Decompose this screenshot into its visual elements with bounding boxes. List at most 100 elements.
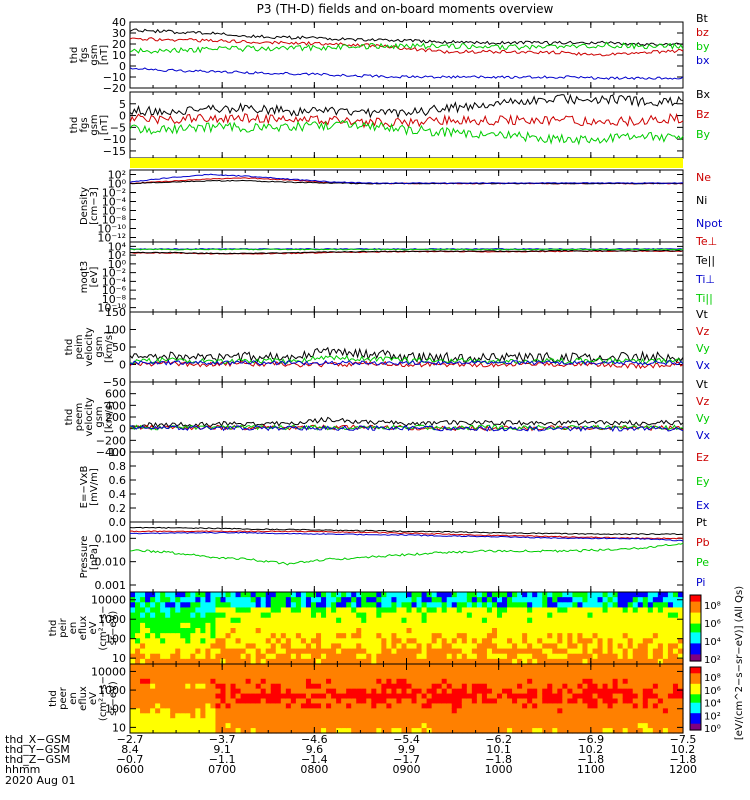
spectrogram-cell: [532, 638, 538, 645]
spectrogram-cell: [512, 683, 518, 690]
spectrogram-cell: [517, 678, 523, 685]
spectrogram-cell: [667, 678, 674, 685]
spectrogram-cell: [326, 592, 332, 598]
spectrogram-cell: [376, 723, 382, 729]
spectrogram-cell: [496, 658, 503, 665]
spectrogram-cell: [647, 688, 654, 695]
spectrogram-cell: [205, 658, 212, 665]
spectrogram-cell: [496, 607, 503, 614]
spectrogram-cell: [426, 612, 433, 619]
spectrogram-cell: [371, 664, 377, 670]
spectrogram-cell: [602, 658, 609, 665]
spectrogram-cell: [175, 673, 181, 680]
spectrogram-cell: [647, 708, 654, 714]
spectrogram-cell: [275, 678, 282, 685]
spectrogram-cell: [326, 617, 332, 624]
spectrogram-cell: [210, 664, 217, 670]
spectrogram-cell: [632, 597, 639, 603]
spectrogram-cell: [426, 617, 433, 624]
spectrogram-cell: [672, 723, 679, 729]
spectrogram-cell: [421, 643, 428, 650]
spectrogram-cell: [562, 693, 568, 700]
spectrogram-cell: [270, 628, 277, 634]
spectrogram-cell: [607, 664, 614, 670]
spectrogram-cell: [275, 638, 282, 645]
spectrogram-cell: [622, 698, 629, 705]
spectrogram-cell: [361, 602, 367, 609]
spectrogram-cell: [240, 617, 247, 624]
spectrogram-cell: [466, 703, 473, 709]
spectrogram-cell: [627, 597, 634, 603]
y-axis-label-line: peir: [58, 617, 69, 637]
spectrogram-cell: [376, 648, 382, 655]
spectrogram-cell: [607, 592, 614, 598]
colorbar-segment: [690, 608, 701, 611]
spectrogram-cell: [622, 718, 629, 724]
spectrogram-cell: [486, 718, 493, 724]
spectrogram-cell: [376, 622, 382, 629]
spectrogram-cell: [537, 683, 543, 690]
spectrogram-cell: [677, 658, 684, 665]
spectrogram-cell: [145, 683, 151, 690]
spectrogram-cell: [356, 607, 362, 614]
spectrogram-cell: [135, 643, 141, 650]
spectrogram-cell: [547, 723, 553, 729]
spectrogram-cell: [341, 693, 347, 700]
spectrogram-cell: [406, 592, 413, 598]
spectrogram-cell: [577, 713, 584, 719]
x-row-value: 8.4: [121, 743, 139, 756]
spectrogram-cell: [300, 683, 307, 690]
spectrogram-cell: [341, 708, 347, 714]
spectrogram-cell: [592, 668, 599, 675]
spectrogram-cell: [612, 708, 619, 714]
spectrogram-cell: [165, 633, 171, 639]
spectrogram-cell: [677, 728, 684, 734]
spectrogram-cell: [341, 703, 347, 709]
spectrogram-cell: [632, 728, 639, 734]
spectrogram-cell: [155, 643, 161, 650]
spectrogram-cell: [486, 664, 493, 670]
spectrogram-cell: [210, 668, 217, 675]
spectrogram-cell: [285, 683, 292, 690]
spectrogram-cell: [225, 643, 232, 650]
spectrogram-cell: [220, 664, 227, 670]
spectrogram-cell: [587, 693, 594, 700]
spectrogram-cell: [662, 664, 669, 670]
y-tick-label: 10⁻²: [102, 187, 126, 200]
spectrogram-cell: [597, 643, 604, 650]
spectrogram-cell: [130, 683, 136, 690]
spectrogram-cell: [160, 693, 166, 700]
spectrogram-cell: [446, 622, 453, 629]
spectrogram-cell: [481, 602, 488, 609]
spectrogram-cell: [240, 648, 247, 655]
panel-peem_velocity: 6004002000−200−400thdpeemvelocitygsm[km/…: [64, 378, 711, 459]
spectrogram-cell: [341, 664, 347, 670]
spectrogram-cell: [195, 713, 201, 719]
legend-Ne: Ne: [696, 171, 711, 184]
spectrogram-cell: [195, 628, 201, 634]
spectrogram-cell: [421, 597, 428, 603]
spectrogram-cell: [567, 713, 573, 719]
spectrogram-cell: [280, 622, 287, 629]
spectrogram-cell: [165, 597, 171, 603]
spectrogram-cell: [230, 633, 237, 639]
spectrogram-cell: [547, 653, 553, 660]
spectrogram-cell: [150, 718, 156, 724]
spectrogram-cell: [170, 698, 176, 705]
spectrogram-cell: [341, 622, 347, 629]
spectrogram-cell: [622, 597, 629, 603]
spectrogram-cell: [386, 648, 393, 655]
y-tick-label: 10000: [91, 665, 126, 678]
spectrogram-cell: [627, 648, 634, 655]
spectrogram-cell: [140, 673, 146, 680]
y-tick-label: 10²: [108, 249, 126, 262]
spectrogram-cell: [642, 698, 649, 705]
spectrogram-cell: [431, 658, 438, 665]
spectrogram-cell: [416, 723, 423, 729]
spectrogram-cell: [496, 698, 503, 705]
spectrogram-cell: [607, 602, 614, 609]
spectrogram-cell: [175, 597, 181, 603]
spectrogram-cell: [376, 708, 382, 714]
spectrogram-cell: [135, 622, 141, 629]
spectrogram-cell: [371, 643, 377, 650]
